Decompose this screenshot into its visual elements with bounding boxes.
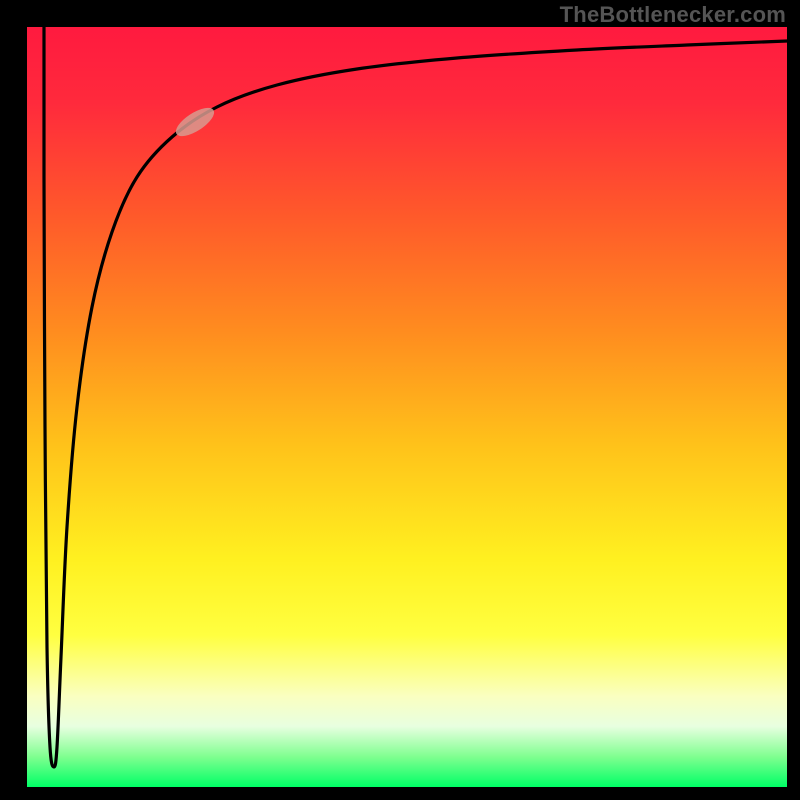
plot-area <box>27 27 787 787</box>
bottleneck-curve <box>44 27 787 767</box>
chart-container: TheBottlenecker.com <box>0 0 800 800</box>
curve-layer <box>27 27 787 787</box>
attribution-label: TheBottlenecker.com <box>560 2 786 28</box>
